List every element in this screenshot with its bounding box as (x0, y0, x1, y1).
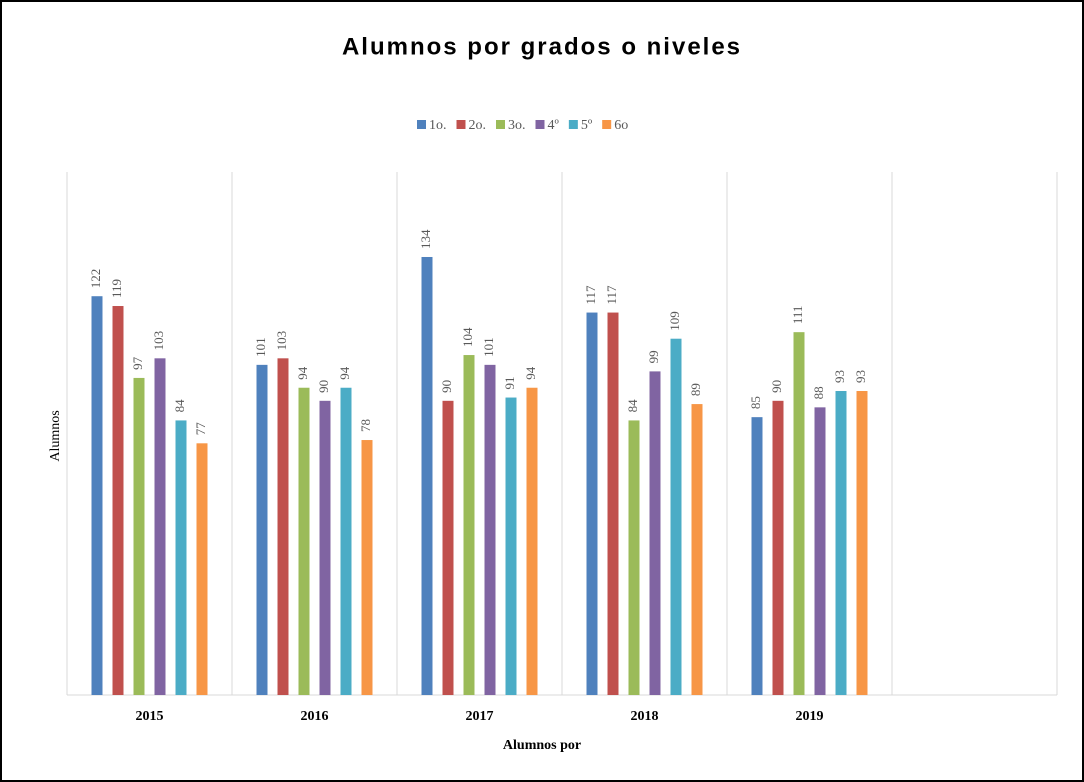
legend-label: 4º (548, 118, 560, 133)
bar (298, 387, 310, 695)
data-label: 134 (418, 229, 433, 249)
bar (361, 440, 373, 695)
bar (505, 397, 517, 695)
data-label: 90 (769, 380, 784, 393)
data-label: 84 (625, 399, 640, 413)
bar (154, 358, 166, 695)
bar (856, 391, 868, 695)
bar (586, 312, 598, 695)
bar (628, 420, 640, 695)
data-label: 101 (481, 337, 496, 357)
bar (256, 364, 268, 695)
y-axis-label: Alumnos (48, 410, 63, 461)
x-axis-label: Alumnos por (503, 738, 581, 753)
data-label: 94 (337, 366, 352, 380)
chart-title: Alumnos por grados o niveles (342, 33, 742, 60)
x-tick-label: 2015 (136, 709, 164, 724)
data-label: 78 (358, 419, 373, 432)
data-label: 93 (832, 370, 847, 383)
data-label: 97 (130, 356, 145, 370)
x-tick-label: 2019 (796, 709, 824, 724)
legend-swatch (568, 120, 578, 129)
data-label: 103 (151, 331, 166, 351)
data-label: 93 (853, 370, 868, 383)
legend-swatch (417, 120, 426, 129)
bar (442, 400, 454, 695)
bar (649, 371, 661, 695)
legend-label: 3o. (508, 118, 526, 133)
data-label: 103 (274, 331, 289, 351)
legend-swatch (496, 120, 505, 129)
bar (112, 306, 124, 695)
x-tick-label: 2018 (631, 709, 659, 724)
data-label: 109 (667, 311, 682, 331)
legend-label: 6o (614, 118, 628, 133)
legend-swatch (602, 120, 612, 129)
bar (691, 404, 703, 695)
bar (607, 312, 619, 695)
bar (340, 387, 352, 695)
bar (835, 391, 847, 695)
bar (463, 355, 475, 695)
data-label: 117 (604, 285, 619, 305)
data-label: 94 (295, 366, 310, 380)
data-label: 111 (790, 306, 805, 325)
bar (751, 417, 763, 695)
bar (133, 377, 145, 695)
data-label: 85 (748, 396, 763, 409)
legend-label: 2o. (469, 118, 487, 133)
legend-label: 1o. (429, 118, 447, 133)
legend-label: 5º (581, 118, 593, 133)
bar (319, 400, 331, 695)
data-label: 117 (583, 285, 598, 305)
data-label: 88 (811, 386, 826, 399)
bar (484, 364, 496, 695)
bar (772, 400, 784, 695)
legend-swatch (456, 120, 466, 129)
data-label: 89 (688, 383, 703, 396)
bar (196, 443, 208, 695)
data-label: 84 (172, 399, 187, 413)
x-tick-label: 2017 (466, 709, 494, 724)
bar (91, 296, 103, 695)
bar (526, 387, 538, 695)
data-label: 122 (88, 269, 103, 289)
data-label: 90 (439, 380, 454, 393)
bar (277, 358, 289, 695)
x-tick-label: 2016 (301, 709, 329, 724)
data-label: 77 (193, 422, 208, 436)
data-label: 99 (646, 350, 661, 363)
data-label: 91 (502, 377, 517, 390)
bar (814, 407, 826, 695)
bar (793, 332, 805, 695)
data-label: 101 (253, 337, 268, 357)
bar (175, 420, 187, 695)
data-label: 104 (460, 327, 475, 347)
bar (421, 256, 433, 695)
data-label: 90 (316, 380, 331, 393)
bar (670, 338, 682, 695)
data-label: 94 (523, 366, 538, 380)
legend-swatch (535, 120, 545, 129)
data-label: 119 (109, 279, 124, 298)
